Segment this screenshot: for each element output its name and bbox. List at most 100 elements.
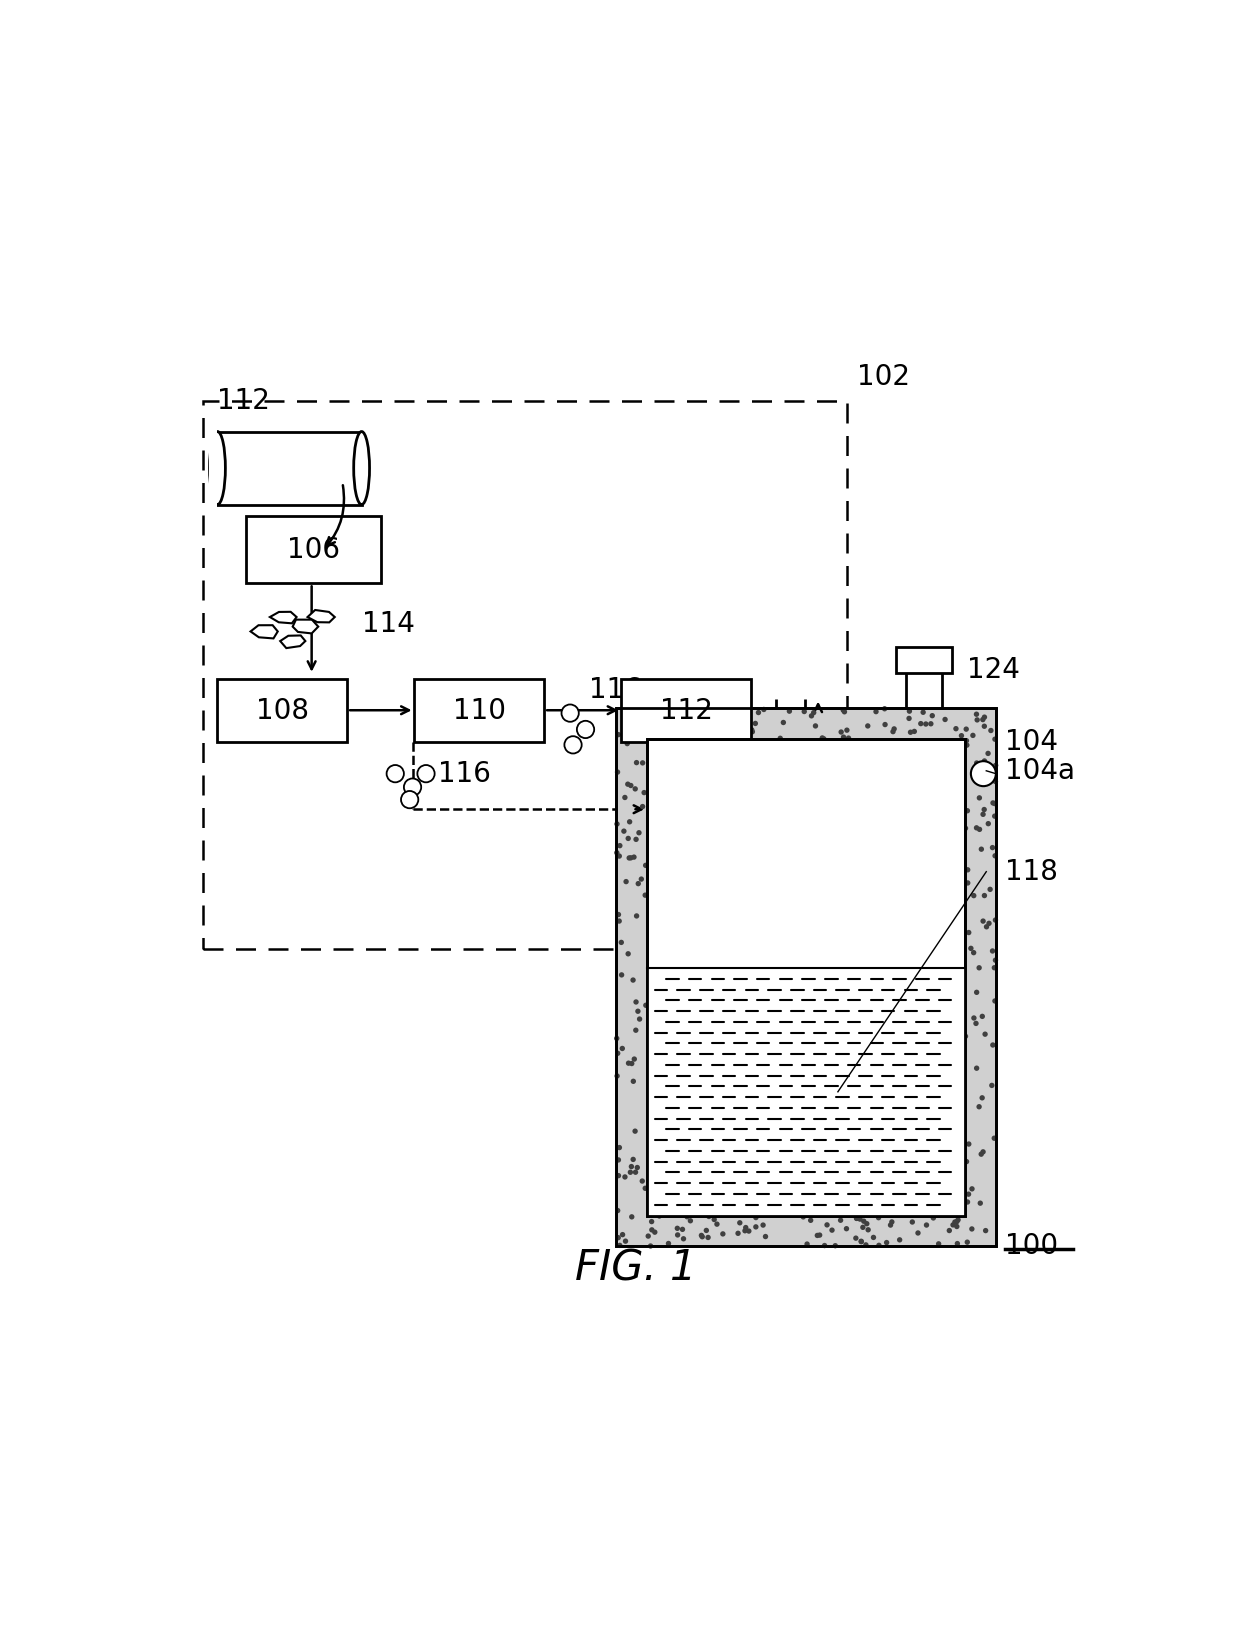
Circle shape (625, 837, 631, 842)
Circle shape (980, 716, 986, 723)
Circle shape (650, 1228, 655, 1233)
Circle shape (853, 1214, 859, 1219)
Bar (217, 432, 362, 505)
Circle shape (683, 721, 689, 726)
Circle shape (618, 843, 622, 848)
Circle shape (699, 1234, 706, 1239)
Circle shape (642, 893, 647, 898)
Circle shape (853, 1236, 858, 1241)
Circle shape (954, 726, 959, 731)
Circle shape (634, 761, 640, 766)
Circle shape (729, 711, 734, 718)
Bar (616, 708, 996, 1246)
Circle shape (821, 736, 827, 741)
Circle shape (973, 711, 980, 716)
Circle shape (616, 1157, 621, 1163)
Circle shape (735, 1231, 740, 1236)
Circle shape (965, 1200, 970, 1204)
Circle shape (620, 1233, 625, 1238)
Circle shape (635, 1008, 641, 1015)
Circle shape (920, 710, 926, 714)
Circle shape (781, 719, 786, 726)
Circle shape (910, 1219, 915, 1224)
Circle shape (965, 868, 971, 873)
Circle shape (637, 1016, 642, 1021)
Circle shape (993, 779, 998, 784)
Circle shape (805, 1241, 810, 1247)
Circle shape (971, 950, 976, 955)
Circle shape (746, 1228, 751, 1234)
Circle shape (620, 1046, 625, 1051)
Bar (897, 647, 951, 673)
Circle shape (962, 1033, 968, 1040)
Circle shape (992, 800, 997, 807)
Bar (208, 427, 217, 510)
Circle shape (870, 1234, 877, 1241)
Bar (247, 516, 381, 584)
Circle shape (564, 736, 582, 754)
Circle shape (993, 917, 998, 922)
Circle shape (777, 736, 782, 741)
Circle shape (942, 716, 947, 723)
Circle shape (630, 977, 636, 983)
Circle shape (864, 1221, 869, 1226)
Circle shape (992, 965, 997, 970)
Circle shape (838, 729, 844, 734)
Circle shape (647, 721, 652, 726)
Circle shape (980, 1096, 985, 1101)
Circle shape (906, 708, 913, 714)
Circle shape (875, 1214, 882, 1221)
Circle shape (976, 965, 982, 970)
Circle shape (712, 729, 717, 734)
Circle shape (854, 1216, 859, 1221)
Circle shape (635, 1165, 640, 1170)
Circle shape (614, 822, 620, 827)
Circle shape (629, 1061, 635, 1066)
Text: 124: 124 (967, 657, 1021, 685)
Circle shape (988, 728, 993, 733)
Circle shape (760, 1223, 766, 1228)
Circle shape (614, 1072, 620, 1079)
Circle shape (626, 726, 632, 733)
Circle shape (418, 766, 435, 782)
Circle shape (983, 1228, 988, 1233)
Circle shape (657, 1213, 662, 1219)
Circle shape (639, 876, 644, 881)
Circle shape (992, 813, 997, 818)
Circle shape (965, 808, 970, 813)
Circle shape (675, 1233, 681, 1238)
Circle shape (743, 1228, 748, 1234)
Circle shape (616, 1173, 621, 1178)
Circle shape (634, 912, 640, 919)
Circle shape (627, 1170, 634, 1175)
Circle shape (982, 807, 987, 812)
Bar (616, 708, 996, 1246)
Circle shape (986, 822, 991, 827)
Circle shape (846, 736, 851, 741)
Circle shape (993, 957, 998, 964)
Circle shape (616, 912, 621, 917)
Circle shape (971, 761, 996, 785)
Ellipse shape (353, 432, 370, 505)
Circle shape (631, 1056, 637, 1061)
Circle shape (946, 1228, 952, 1233)
Circle shape (640, 1178, 645, 1183)
Circle shape (801, 710, 807, 714)
Circle shape (644, 863, 649, 868)
Text: 112: 112 (660, 696, 713, 724)
Circle shape (801, 1214, 806, 1219)
Circle shape (854, 1216, 859, 1221)
Bar (217, 680, 347, 742)
Circle shape (614, 1036, 620, 1041)
Circle shape (978, 1152, 983, 1157)
Circle shape (973, 990, 980, 995)
Circle shape (883, 721, 888, 728)
Bar (905, 655, 942, 708)
Circle shape (689, 729, 694, 734)
Circle shape (642, 1186, 649, 1191)
Circle shape (982, 759, 987, 764)
Circle shape (714, 1221, 719, 1228)
Circle shape (684, 1214, 689, 1219)
Circle shape (682, 713, 688, 718)
Circle shape (882, 706, 888, 711)
